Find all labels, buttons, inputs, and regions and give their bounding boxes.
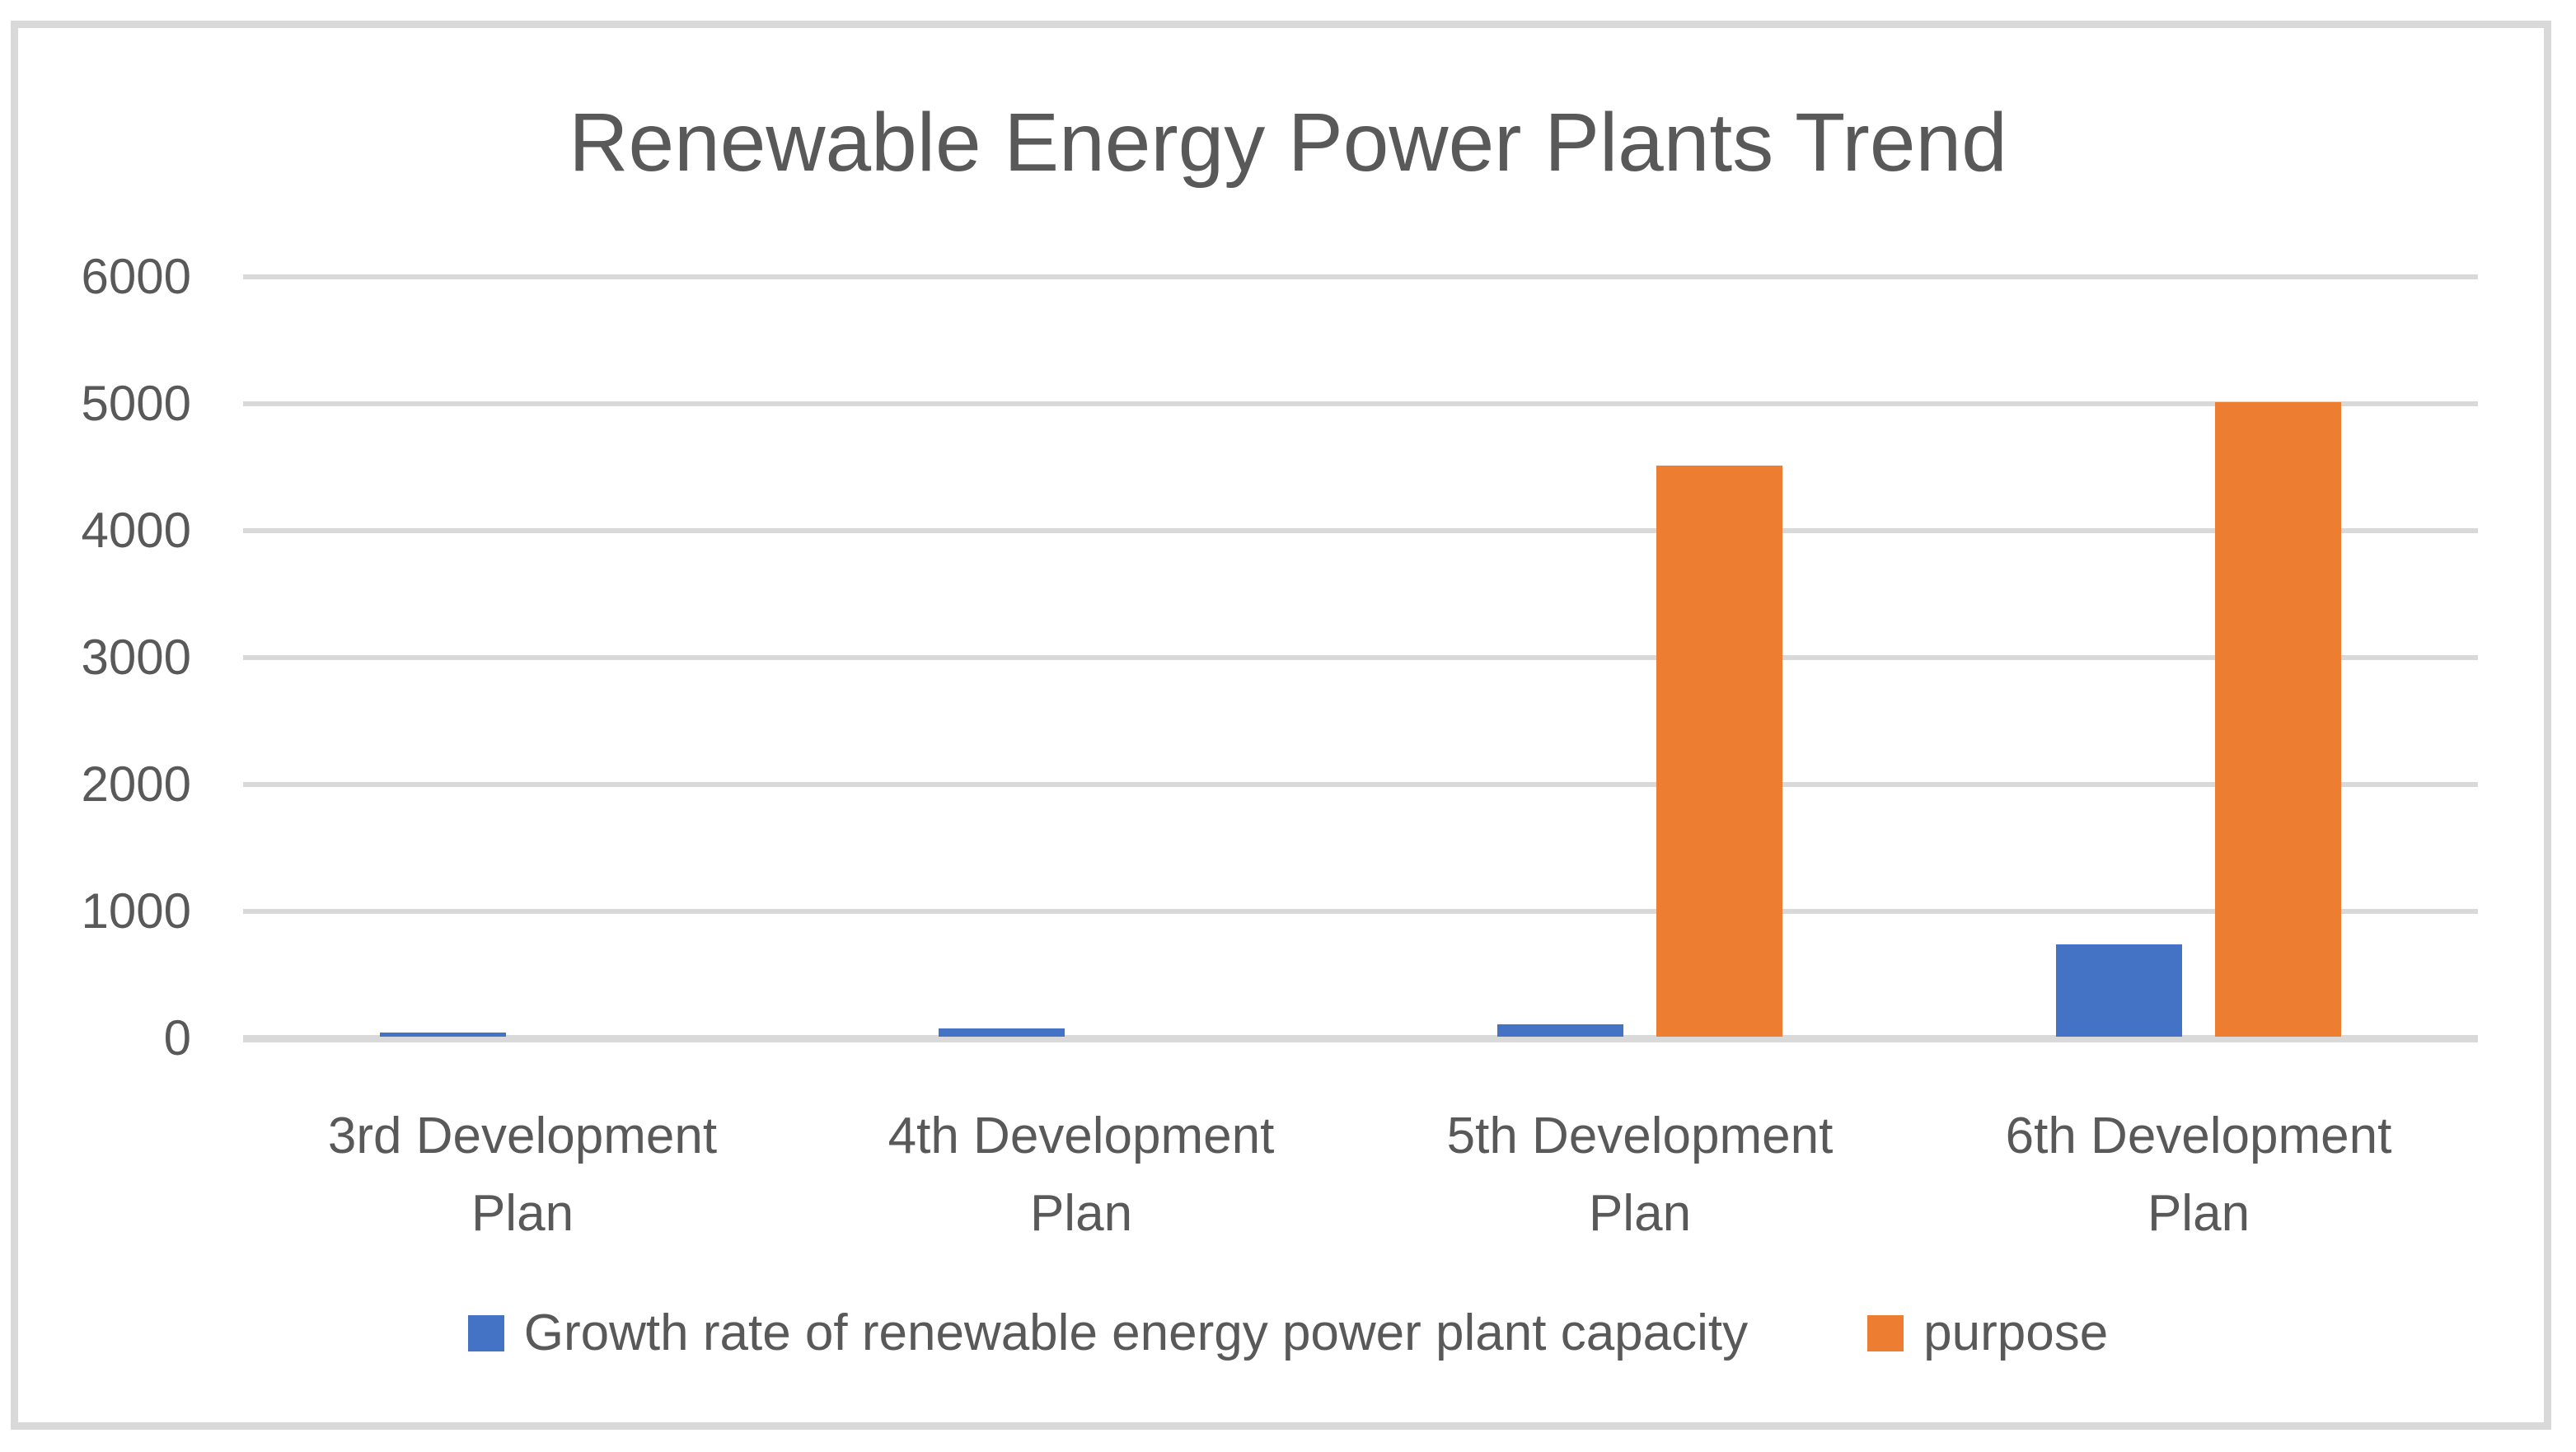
x-category-label-5th-development-plan: 5th Development Plan (1446, 1108, 1834, 1242)
bar-purpose-5th-development-plan[interactable] (1656, 466, 1782, 1037)
x-axis-line (243, 1035, 2478, 1042)
bar-growth-rate-5th-development-plan[interactable] (1497, 1024, 1623, 1037)
y-tick-label-4000: 4000 (81, 503, 191, 558)
legend-item-purpose[interactable]: purpose (1867, 1304, 2108, 1363)
legend-label-purpose: purpose (1923, 1304, 2109, 1361)
x-category-label-6th-development-plan: 6th Development Plan (2005, 1108, 2392, 1242)
y-tick-label-3000: 3000 (81, 630, 191, 685)
gridline-2000 (243, 782, 2478, 787)
y-tick-label-0: 0 (163, 1010, 191, 1066)
gridline-1000 (243, 909, 2478, 914)
gridline-6000 (243, 274, 2478, 279)
bar-growth-rate-3rd-development-plan[interactable] (380, 1033, 506, 1037)
x-category-label-4th-development-plan: 4th Development Plan (888, 1108, 1275, 1242)
legend-label-growth-rate: Growth rate of renewable energy power pl… (523, 1304, 1749, 1361)
y-tick-label-2000: 2000 (81, 756, 191, 812)
x-category-label-3rd-development-plan: 3rd Development Plan (327, 1108, 718, 1242)
legend-swatch-purpose (1867, 1315, 1904, 1351)
bar-growth-rate-6th-development-plan[interactable] (2056, 944, 2182, 1037)
chart-title: Renewable Energy Power Plants Trend (569, 96, 2007, 189)
gridline-4000 (243, 528, 2478, 533)
legend-swatch-growth-rate (467, 1315, 504, 1351)
y-tick-label-6000: 6000 (81, 249, 191, 304)
y-tick-label-5000: 5000 (81, 376, 191, 431)
bar-purpose-6th-development-plan[interactable] (2215, 402, 2341, 1037)
gridline-5000 (243, 401, 2478, 406)
legend-item-growth-rate[interactable]: Growth rate of renewable energy power pl… (467, 1304, 1749, 1363)
y-tick-label-1000: 1000 (81, 883, 191, 939)
gridline-3000 (243, 655, 2478, 660)
bar-growth-rate-4th-development-plan[interactable] (939, 1028, 1065, 1037)
legend: Growth rate of renewable energy power pl… (0, 1304, 2576, 1363)
